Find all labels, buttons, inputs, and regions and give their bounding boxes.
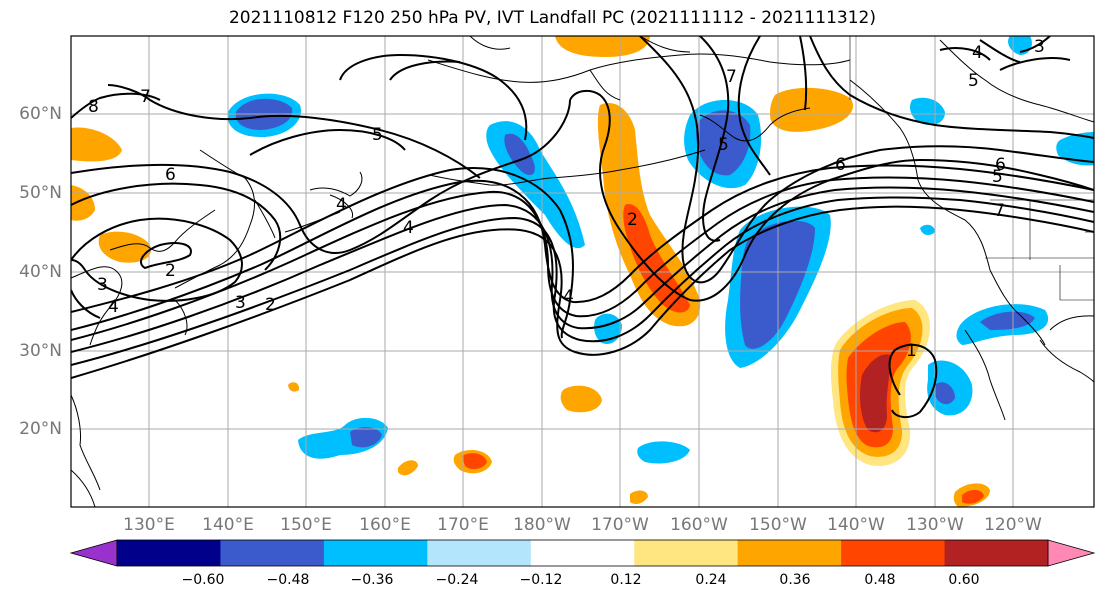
colorbar-tick-label: −0.60 (181, 572, 225, 588)
map-frame (70, 35, 1095, 508)
colorbar-segment (323, 540, 428, 566)
contour-label-4c: 4 (563, 287, 574, 307)
contour-label-2: 2 (165, 261, 176, 281)
colorbar-segment (737, 540, 842, 566)
lon-label-180w: 180°W (513, 515, 571, 535)
contour-label-7b: 7 (726, 67, 737, 87)
contour-label-6b: 6 (835, 155, 846, 175)
lat-label-60n: 60°N (19, 104, 62, 124)
contour-label-3c: 3 (1034, 37, 1045, 57)
contour-label-1: 1 (906, 341, 917, 361)
colorbar-segment (530, 540, 635, 566)
colorbar-tick-label: 0.36 (779, 572, 811, 588)
contour-label-6c: 6 (995, 155, 1006, 175)
contour-label-5d: 5 (718, 135, 729, 155)
lon-label-170w: 170°W (591, 515, 649, 535)
lon-label-140e: 140°E (202, 515, 254, 535)
colorbar-arrow-left (69, 539, 118, 567)
contour-label-5c: 5 (968, 71, 979, 91)
lon-label-170e: 170°E (437, 515, 489, 535)
contour-label-2b: 2 (265, 295, 276, 315)
colorbar-tick-label: −0.36 (350, 572, 394, 588)
contour-label-7c: 7 (994, 201, 1005, 221)
contour-label-6: 6 (165, 165, 176, 185)
map-gridlines (71, 36, 1094, 507)
lon-label-130e: 130°E (123, 515, 175, 535)
contour-label-2c: 2 (627, 210, 638, 230)
map-plot-area: 8 7 6 5 4 3 2 2 3 7 6 6 5 5 4 3 7 2 4 1 … (71, 36, 1094, 507)
colorbar-segment (944, 540, 1049, 566)
contour-label-5: 5 (372, 125, 383, 145)
colorbar-tick-label: −0.24 (435, 572, 479, 588)
pv-contours (71, 36, 1094, 418)
contour-label-7: 7 (140, 87, 151, 107)
lon-label-130w: 130°W (906, 515, 964, 535)
contour-label-5b: 5 (992, 167, 1003, 187)
colorbar-tick-label: 0.48 (864, 572, 896, 588)
colorbar-tick-label: −0.48 (266, 572, 310, 588)
colorbar (69, 539, 1096, 567)
colorbar-segment (634, 540, 739, 566)
colorbar-segment (841, 540, 946, 566)
contour-label-4: 4 (403, 218, 414, 238)
colorbar-tick-label: 0.24 (695, 572, 727, 588)
contour-label-4b: 4 (972, 43, 983, 63)
lat-label-40n: 40°N (19, 262, 62, 282)
contour-label-4d: 4 (336, 195, 347, 215)
lon-label-160e: 160°E (359, 515, 411, 535)
lon-label-120w: 120°W (984, 515, 1042, 535)
colorbar-tick-label: 0.60 (948, 572, 980, 588)
colorbar-tick-label: 0.12 (610, 572, 642, 588)
contour-label-3: 3 (235, 293, 246, 313)
lon-label-160w: 160°W (670, 515, 728, 535)
lon-label-150e: 150°E (280, 515, 332, 535)
contour-label-3b: 3 (97, 275, 108, 295)
colorbar-arrow-right (1047, 539, 1096, 567)
lat-label-20n: 20°N (19, 419, 62, 439)
map-title: 2021110812 F120 250 hPa PV, IVT Landfall… (228, 8, 876, 28)
lat-label-30n: 30°N (19, 341, 62, 361)
lon-label-150w: 150°W (749, 515, 807, 535)
colorbar-outline (116, 539, 1049, 567)
contour-labels: 8 7 6 5 4 3 2 2 3 7 6 6 5 5 4 3 7 2 4 1 … (88, 37, 1045, 361)
colorbar-segment (220, 540, 325, 566)
colorbar-segment (117, 540, 221, 566)
contour-label-4e: 4 (108, 297, 119, 317)
colorbar-tick-label: −0.12 (519, 572, 563, 588)
contour-label-8: 8 (88, 97, 99, 117)
lon-label-140w: 140°W (827, 515, 885, 535)
lat-label-50n: 50°N (19, 183, 62, 203)
colorbar-segment (427, 540, 532, 566)
